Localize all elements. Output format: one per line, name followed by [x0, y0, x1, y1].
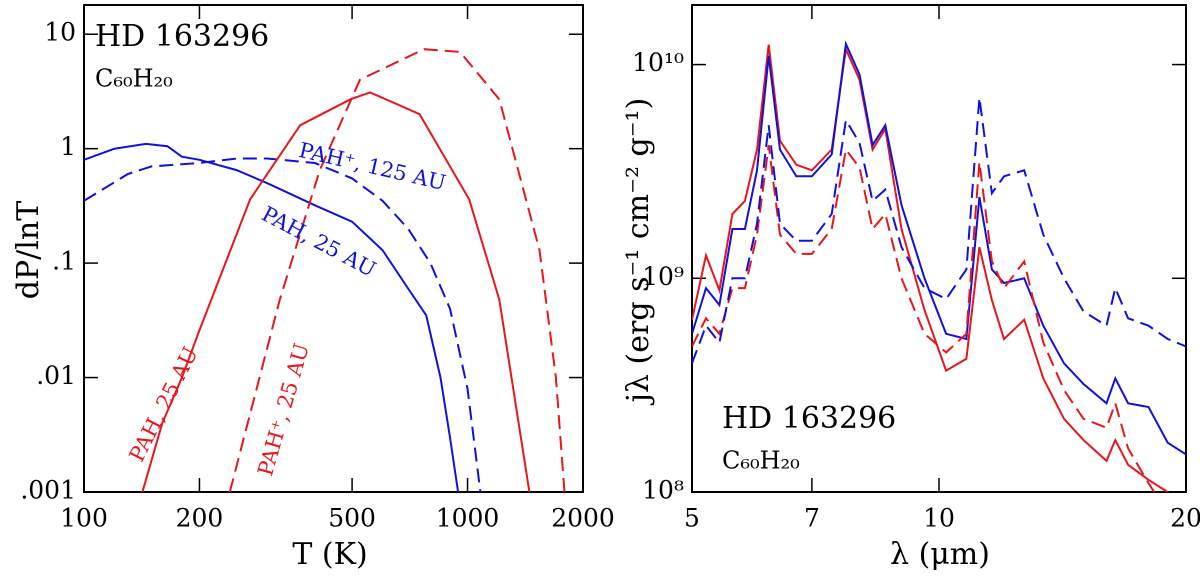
y-tick-label: 10⁸ — [642, 476, 684, 505]
series-line — [692, 144, 1156, 492]
series-label: PAH, 25 AU — [125, 343, 203, 466]
series-label: PAH, 25 AU — [258, 202, 380, 282]
y-axis-label: jλ (erg s⁻¹ cm⁻² g⁻¹) — [621, 98, 656, 406]
annotation: HD 163296 — [722, 401, 896, 436]
series-line — [692, 97, 1186, 364]
y-tick-label: .01 — [36, 361, 76, 390]
y-axis-label: dP/lnT — [11, 201, 46, 299]
series-line — [692, 40, 1186, 456]
x-tick-label: 20 — [1170, 504, 1200, 533]
series-line — [228, 48, 566, 492]
series-line — [692, 44, 1170, 492]
x-tick-label: 1000 — [436, 504, 500, 533]
series-line — [141, 91, 531, 492]
x-tick-label: 7 — [804, 504, 820, 533]
x-tick-label: 10 — [923, 504, 955, 533]
annotation: HD 163296 — [95, 19, 269, 54]
x-tick-label: 200 — [176, 504, 224, 533]
x-axis-label: λ (μm) — [890, 537, 990, 572]
y-tick-label: .1 — [52, 247, 76, 276]
annotation: C₆₀H₂₀ — [722, 447, 800, 475]
series-line — [84, 142, 460, 492]
x-tick-label: 100 — [60, 504, 108, 533]
plot-frame — [83, 4, 584, 493]
series-line — [84, 157, 482, 492]
y-tick-label: 10¹⁰ — [632, 48, 684, 77]
y-tick-label: .001 — [20, 476, 76, 505]
x-tick-label: 500 — [328, 504, 376, 533]
x-axis-label: T (K) — [292, 537, 367, 572]
y-tick-label: 10⁹ — [642, 262, 684, 291]
series-label: PAH⁺, 125 AU — [297, 138, 448, 195]
y-tick-label: 10 — [44, 18, 76, 47]
annotation: C₆₀H₂₀ — [95, 65, 173, 93]
x-tick-label: 2000 — [551, 504, 615, 533]
series-label: PAH⁺, 25 AU — [253, 341, 314, 479]
y-tick-label: 1 — [60, 132, 76, 161]
x-tick-label: 5 — [684, 504, 700, 533]
